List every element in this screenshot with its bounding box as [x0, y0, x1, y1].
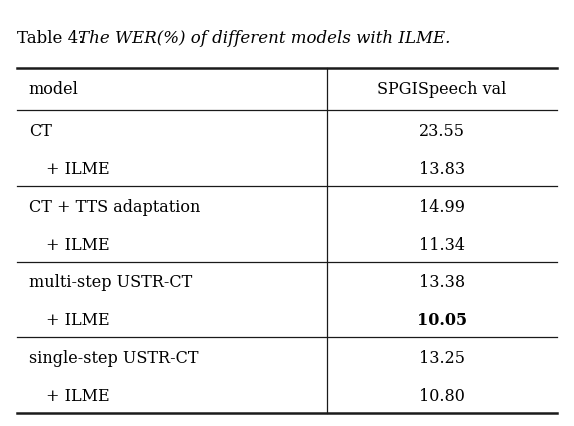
Text: 10.05: 10.05: [417, 312, 467, 329]
Text: 11.34: 11.34: [419, 236, 465, 253]
Text: model: model: [29, 81, 79, 98]
Text: + ILME: + ILME: [46, 161, 110, 178]
Text: single-step USTR-CT: single-step USTR-CT: [29, 350, 198, 367]
Text: 10.80: 10.80: [419, 388, 465, 405]
Text: multi-step USTR-CT: multi-step USTR-CT: [29, 274, 192, 291]
Text: 13.25: 13.25: [419, 350, 465, 367]
Text: 13.38: 13.38: [419, 274, 465, 291]
Text: + ILME: + ILME: [46, 388, 110, 405]
Text: CT: CT: [29, 123, 52, 140]
Text: 14.99: 14.99: [419, 199, 465, 216]
Text: 13.83: 13.83: [419, 161, 465, 178]
Text: 23.55: 23.55: [419, 123, 465, 140]
Text: Table 4:: Table 4:: [17, 30, 90, 47]
Text: CT + TTS adaptation: CT + TTS adaptation: [29, 199, 200, 216]
Text: SPGISpeech val: SPGISpeech val: [377, 81, 507, 98]
Text: The WER(%) of different models with ILME.: The WER(%) of different models with ILME…: [78, 30, 451, 47]
Text: + ILME: + ILME: [46, 236, 110, 253]
Text: + ILME: + ILME: [46, 312, 110, 329]
